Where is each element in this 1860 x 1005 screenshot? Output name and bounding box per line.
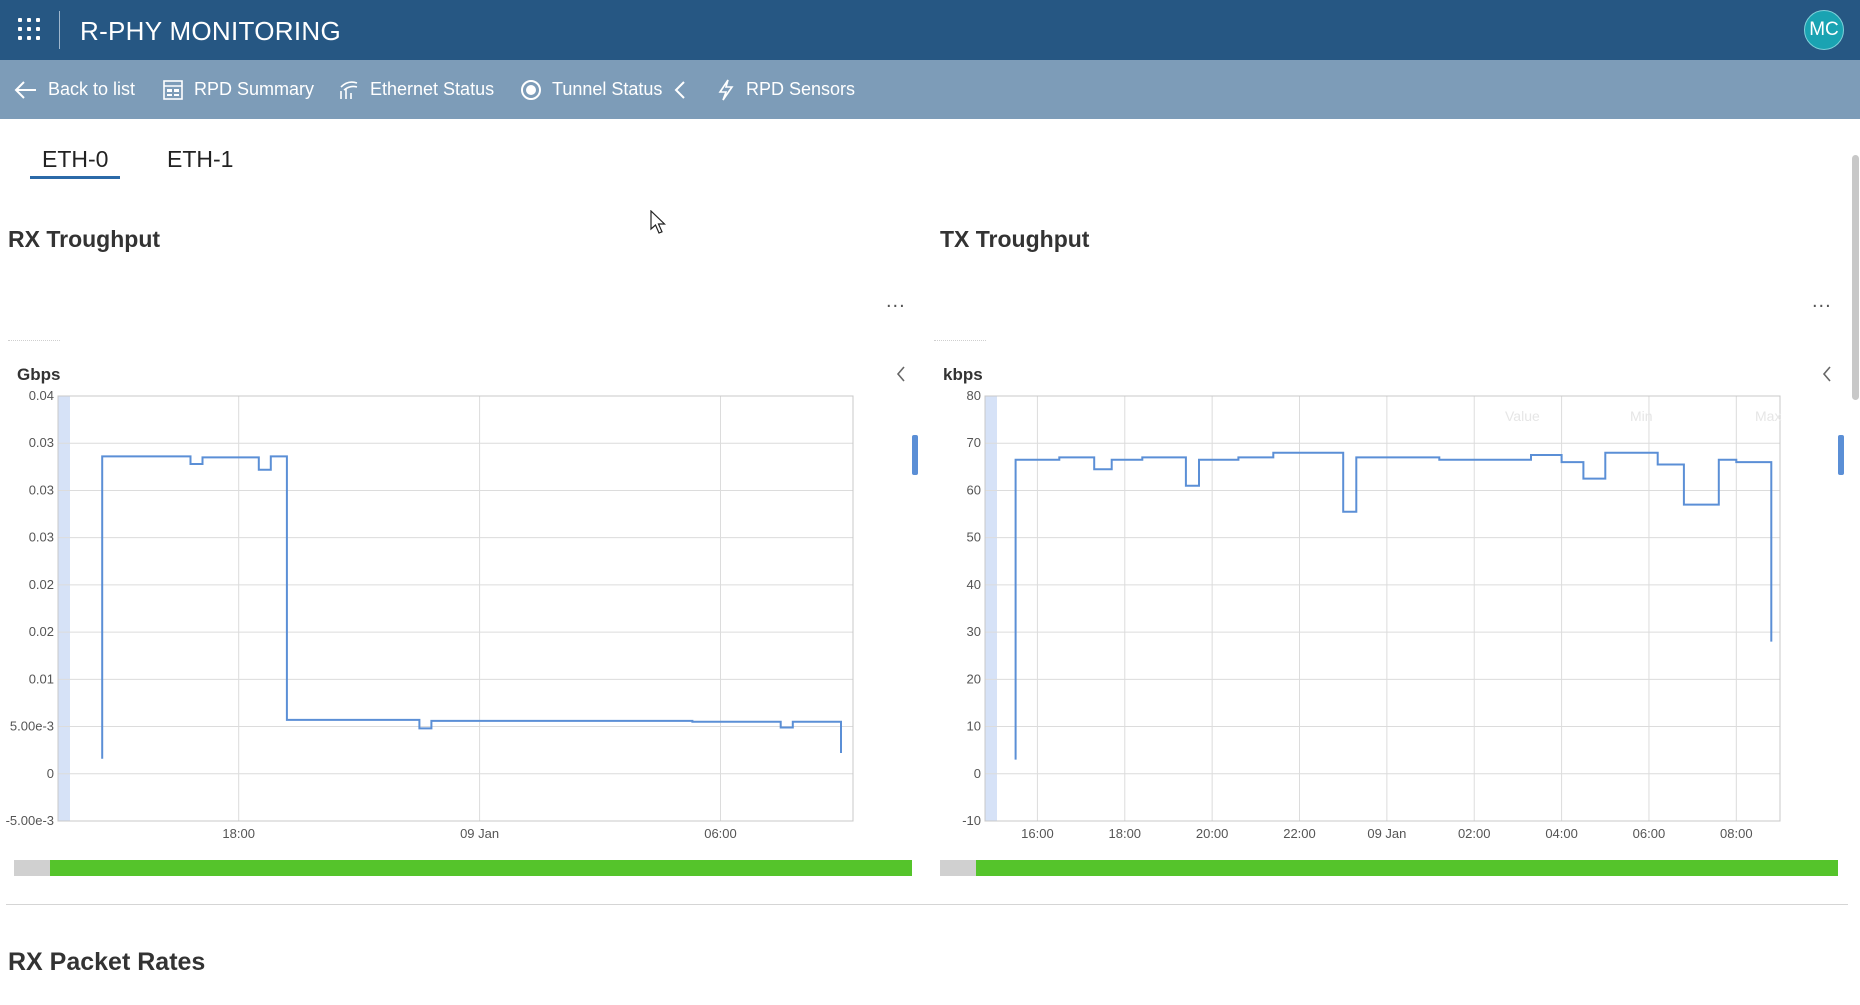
tx-x-tick-label: 16:00 xyxy=(1021,826,1054,841)
ethernet-status-label: Ethernet Status xyxy=(370,79,495,99)
rx-more-options-button[interactable]: ... xyxy=(886,290,906,312)
page-scrollbar-track[interactable] xyxy=(1850,120,1860,1005)
rx-y-tick-label: 0.03 xyxy=(29,530,54,545)
app-header: R-PHY MONITORING MC xyxy=(0,0,1860,60)
rpd-summary-button[interactable]: RPD Summary xyxy=(162,60,314,119)
interface-tabs: ETH-0 ETH-1 xyxy=(0,120,1860,180)
tx-y-tick-label: 20 xyxy=(967,671,981,686)
app-title: R-PHY MONITORING xyxy=(80,16,341,46)
rx-time-range-slider[interactable] xyxy=(14,860,912,876)
rx-left-band xyxy=(58,396,70,821)
rx-x-tick-label: 09 Jan xyxy=(460,826,499,841)
tab-eth-1[interactable]: ETH-1 xyxy=(167,146,234,172)
tab-eth-0[interactable]: ETH-0 xyxy=(29,146,121,179)
tx-y-tick-label: 10 xyxy=(967,719,981,734)
lightning-icon xyxy=(718,79,734,100)
tx-side-handle[interactable] xyxy=(1838,435,1844,475)
rx-y-tick-label: 0 xyxy=(47,766,54,781)
tx-collapse-chevron-icon[interactable] xyxy=(1821,364,1833,384)
tx-left-band xyxy=(985,396,997,821)
rx-unit-label: Gbps xyxy=(17,365,61,384)
tx-separator xyxy=(934,340,986,342)
tx-y-tick-label: 30 xyxy=(967,624,981,639)
rx-y-tick-label: 0.03 xyxy=(29,435,54,450)
tx-legend-value: Value xyxy=(1505,408,1540,424)
app-launcher-icon[interactable] xyxy=(18,18,42,42)
section-divider xyxy=(6,904,1848,905)
tx-plot-frame xyxy=(984,395,1781,822)
user-avatar[interactable]: MC xyxy=(1804,10,1844,50)
tx-y-tick-label: 70 xyxy=(967,435,981,450)
tx-unit-label: kbps xyxy=(943,365,983,384)
rx-x-tick-label: 18:00 xyxy=(222,826,255,841)
tx-x-tick-label: 22:00 xyxy=(1283,826,1316,841)
rx-side-handle[interactable] xyxy=(912,435,918,475)
sub-navigation: Back to list RPD Summary Ethernet Status… xyxy=(0,60,1860,119)
tx-x-tick-label: 20:00 xyxy=(1196,826,1229,841)
rx-x-tick-label: 06:00 xyxy=(704,826,737,841)
rx-collapse-chevron-icon[interactable] xyxy=(895,364,907,384)
tx-y-tick-label: 40 xyxy=(967,577,981,592)
rx-y-tick-label: -5.00e-3 xyxy=(6,813,54,828)
tx-legend-min: Min xyxy=(1630,408,1653,424)
rx-chart-svg: 0.04 0.03 0.03 0.03 0.02 0.02 0.01 5.00e-3 0 -5.0… xyxy=(6,388,854,841)
rx-series-line xyxy=(101,455,842,759)
tunnel-status-button[interactable]: Tunnel Status xyxy=(520,60,686,119)
dashboard-icon xyxy=(163,79,183,100)
rx-y-tick-label: 0.04 xyxy=(29,388,54,403)
rpd-sensors-button[interactable]: RPD Sensors xyxy=(716,60,855,119)
tx-x-tick-label: 09 Jan xyxy=(1367,826,1406,841)
tx-x-tick-label: 04:00 xyxy=(1545,826,1578,841)
tx-y-tick-label: 80 xyxy=(967,388,981,403)
rx-throughput-chart: 0.04 0.03 0.03 0.03 0.02 0.02 0.01 5.00e-3 0 -5.0… xyxy=(0,385,870,845)
tx-more-options-button[interactable]: ... xyxy=(1812,290,1832,312)
tx-y-tick-label: -10 xyxy=(962,813,981,828)
tx-y-tick-label: 0 xyxy=(974,766,981,781)
mouse-cursor-icon xyxy=(650,210,666,234)
back-to-list-label: Back to list xyxy=(48,79,136,99)
tx-legend: Value Min Max xyxy=(1505,408,1781,424)
tx-x-tick-label: 18:00 xyxy=(1109,826,1142,841)
tx-range-selection[interactable] xyxy=(976,860,1838,876)
tx-throughput-title: TX Troughput xyxy=(940,226,1090,252)
rx-range-selection[interactable] xyxy=(50,860,912,876)
chevron-left-icon[interactable] xyxy=(674,80,686,100)
tx-time-range-slider[interactable] xyxy=(940,860,1838,876)
tx-x-tick-label: 06:00 xyxy=(1633,826,1666,841)
tx-throughput-chart: 80 70 60 50 40 30 20 10 0 -10 16:00 18:00 20:00 22:00… xyxy=(930,385,1800,845)
back-to-list-button[interactable]: Back to list xyxy=(14,60,135,119)
header-divider xyxy=(59,11,60,49)
tx-y-tick-label: 60 xyxy=(967,482,981,497)
tunnel-status-label: Tunnel Status xyxy=(552,79,663,99)
tx-y-tick-label: 50 xyxy=(967,530,981,545)
tx-series-line xyxy=(1014,451,1773,760)
tx-x-tick-label: 08:00 xyxy=(1720,826,1753,841)
rx-y-tick-label: 0.01 xyxy=(29,671,54,686)
tx-x-tick-label: 02:00 xyxy=(1458,826,1491,841)
network-icon xyxy=(340,80,358,99)
page-scrollbar-thumb[interactable] xyxy=(1852,155,1859,400)
rpd-sensors-label: RPD Sensors xyxy=(746,79,856,99)
tx-chart-svg: 80 70 60 50 40 30 20 10 0 -10 16:00 18:00 20:00 22:00… xyxy=(962,388,1781,841)
rx-throughput-title: RX Troughput xyxy=(8,226,161,252)
radio-circle-icon xyxy=(521,79,541,100)
arrow-left-icon xyxy=(14,80,36,99)
tx-legend-max: Max xyxy=(1755,408,1782,424)
rx-packet-rates-title: RX Packet Rates xyxy=(8,948,206,976)
rx-separator xyxy=(8,340,60,342)
rx-y-tick-label: 0.03 xyxy=(29,482,54,497)
ethernet-status-button[interactable]: Ethernet Status xyxy=(338,60,494,119)
rx-plot-frame xyxy=(57,395,854,822)
rx-y-tick-label: 0.02 xyxy=(29,624,54,639)
rx-y-tick-label: 0.02 xyxy=(29,577,54,592)
rx-y-tick-label: 5.00e-3 xyxy=(10,719,54,734)
rpd-summary-label: RPD Summary xyxy=(194,79,315,99)
